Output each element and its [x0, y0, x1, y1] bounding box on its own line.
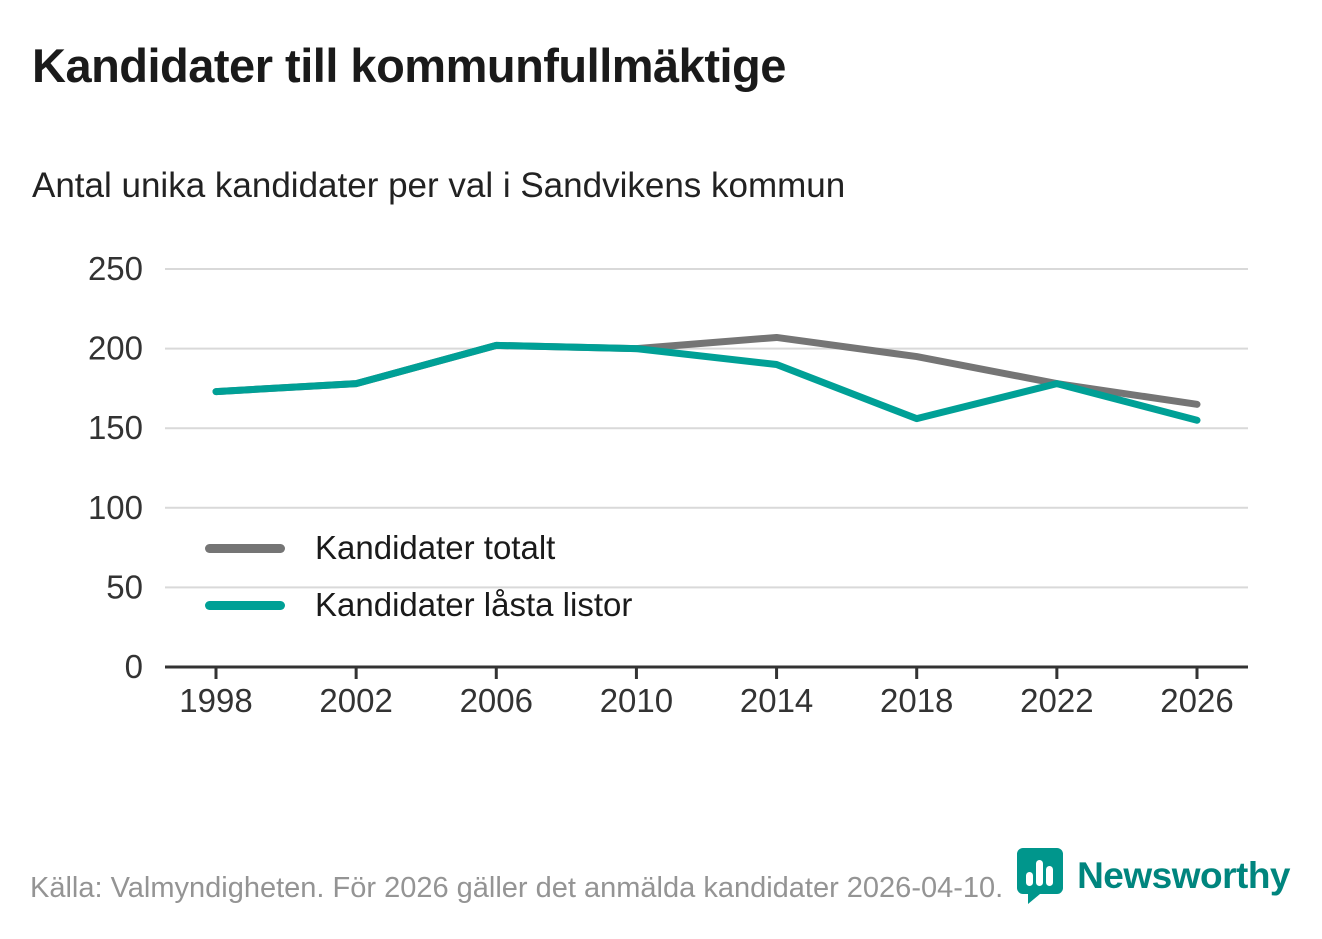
source-note: Källa: Valmyndigheten. För 2026 gäller d… [30, 872, 1004, 904]
legend-label: Kandidater låsta listor [315, 586, 633, 623]
newsworthy-logo: Newsworthy [1017, 848, 1290, 904]
y-tick-label: 250 [88, 250, 143, 287]
page-title: Kandidater till kommunfullmäktige [32, 39, 786, 92]
x-tick-label: 1998 [179, 682, 252, 719]
x-tick-label: 2014 [740, 682, 813, 719]
series-line-1 [212, 341, 1201, 424]
y-tick-label: 150 [88, 409, 143, 446]
x-tick-label: 2006 [460, 682, 533, 719]
legend-item-locked-lists: Kandidater låsta listor [205, 585, 632, 625]
x-tick-label: 2026 [1160, 682, 1233, 719]
newsworthy-chart-pin-icon [1017, 848, 1064, 904]
legend-swatch [205, 600, 285, 610]
line-chart: 0 50 100 150 200 250 1998 2002 2006 2010 2014 2018 2… [88, 250, 1248, 719]
x-tick-label: 2018 [880, 682, 953, 719]
x-tick-label: 2010 [600, 682, 673, 719]
chart-area: 0 50 100 150 200 250 1998 2002 2006 2010 2014 2018 2… [0, 230, 1322, 750]
y-tick-label: 100 [88, 489, 143, 526]
chart-subtitle: Antal unika kandidater per val i Sandvik… [32, 166, 846, 205]
newsworthy-wordmark: Newsworthy [1077, 855, 1290, 896]
chart-legend: Kandidater totalt Kandidater låsta listo… [205, 528, 632, 642]
legend-item-total: Kandidater totalt [205, 528, 632, 568]
x-tick-label: 2022 [1020, 682, 1093, 719]
y-tick-label: 0 [125, 648, 143, 685]
y-tick-label: 200 [88, 330, 143, 367]
series-line-0 [212, 333, 1201, 408]
y-tick-label: 50 [106, 568, 143, 605]
legend-label: Kandidater totalt [315, 529, 556, 566]
legend-swatch [205, 543, 285, 553]
x-tick-label: 2002 [319, 682, 392, 719]
